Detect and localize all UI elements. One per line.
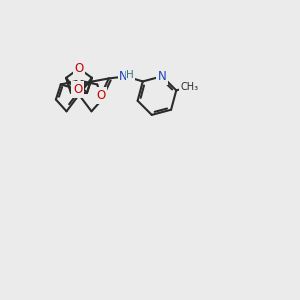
Text: H: H — [126, 70, 134, 80]
Text: O: O — [96, 89, 105, 102]
Text: O: O — [73, 83, 83, 96]
Text: N: N — [158, 70, 167, 83]
Text: O: O — [74, 62, 84, 75]
Text: N: N — [119, 70, 128, 83]
Text: CH₃: CH₃ — [181, 82, 199, 92]
